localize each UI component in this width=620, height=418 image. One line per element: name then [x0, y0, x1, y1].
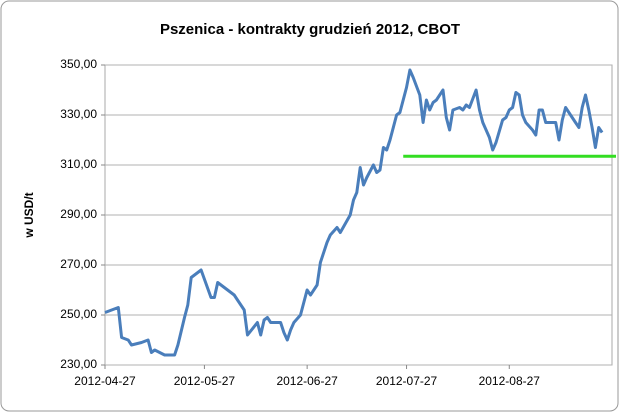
y-tick-label: 290,00 — [60, 207, 97, 221]
y-tick-label: 310,00 — [60, 157, 97, 171]
x-tick-label: 2012-07-27 — [376, 374, 438, 388]
y-tick-label: 350,00 — [60, 57, 97, 71]
y-tick-label: 330,00 — [60, 107, 97, 121]
y-tick-label: 230,00 — [60, 357, 97, 371]
x-tick-label: 2012-05-27 — [174, 374, 236, 388]
x-tick-label: 2012-08-27 — [479, 374, 541, 388]
y-axis-label: w USD/t — [22, 192, 36, 238]
x-tick-label: 2012-06-27 — [276, 374, 338, 388]
chart-title: Pszenica - kontrakty grudzień 2012, CBOT — [160, 21, 460, 38]
data-line — [104, 68, 604, 357]
y-tick-label: 250,00 — [60, 307, 97, 321]
x-tick-label: 2012-04-27 — [74, 374, 136, 388]
y-tick-label: 270,00 — [60, 257, 97, 271]
